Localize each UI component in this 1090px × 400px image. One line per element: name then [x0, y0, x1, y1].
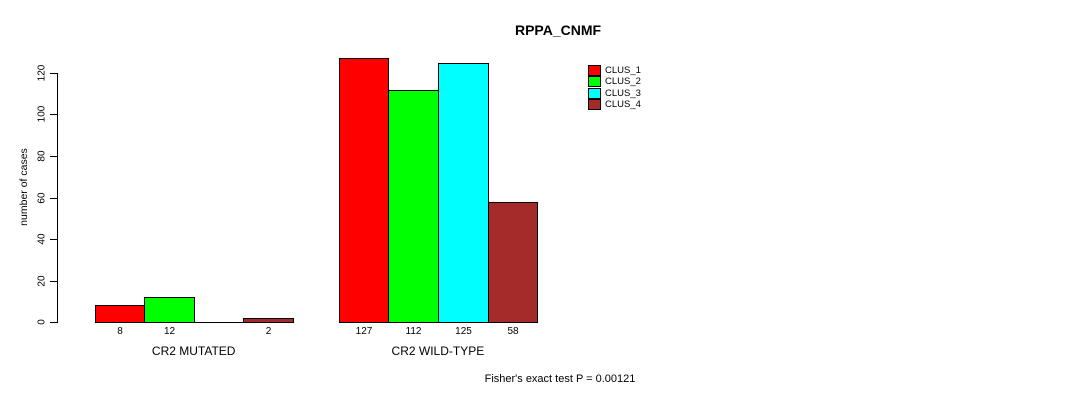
- bar-clus-3-cr2-wild-type: [438, 63, 489, 323]
- bar-value-label: 8: [117, 326, 123, 337]
- bar-value-label: 112: [405, 326, 422, 337]
- bar-clus-1-cr2-wild-type: [339, 58, 389, 323]
- legend-label: CLUS_1: [605, 65, 641, 77]
- bar-clus-4-cr2-mutated: [243, 318, 294, 323]
- legend-item-clus-4: CLUS_4: [588, 99, 641, 111]
- y-axis-tick: [50, 239, 58, 240]
- y-axis-tick-label: 20: [36, 275, 48, 287]
- bar-clus-2-cr2-wild-type: [388, 90, 439, 323]
- bar-clus-3-cr2-mutated: [194, 322, 244, 323]
- y-axis-tick: [50, 114, 58, 115]
- footnote-text: Fisher's exact test P = 0.00121: [484, 373, 636, 385]
- legend: CLUS_1 CLUS_2 CLUS_3 CLUS_4: [588, 65, 641, 111]
- legend-item-clus-1: CLUS_1: [588, 65, 641, 77]
- bar-clus-1-cr2-mutated: [95, 305, 145, 323]
- bar-value-label: 127: [355, 326, 373, 337]
- bar-value-label: 125: [455, 326, 472, 337]
- y-axis-tick-label: 120: [36, 64, 48, 82]
- legend-swatch-clus-4: [588, 99, 601, 111]
- y-axis-tick-label: 40: [36, 233, 48, 245]
- legend-item-clus-2: CLUS_2: [588, 76, 641, 88]
- legend-swatch-clus-1: [588, 65, 601, 77]
- y-axis-tick: [50, 322, 58, 323]
- bar-value-label: 12: [163, 326, 176, 337]
- y-axis-tick: [50, 156, 58, 157]
- y-axis-tick: [50, 281, 58, 282]
- bar-value-label: 58: [507, 326, 519, 337]
- bar-value-label: 2: [265, 326, 272, 337]
- legend-swatch-clus-3: [588, 87, 601, 99]
- legend-label: CLUS_3: [605, 87, 641, 99]
- y-axis-tick-label: 0: [36, 319, 48, 325]
- legend-label: CLUS_2: [605, 76, 641, 88]
- legend-label: CLUS_4: [605, 99, 641, 111]
- y-axis-tick-label: 80: [36, 150, 48, 162]
- y-axis-tick-label: 100: [36, 105, 48, 123]
- x-category-label-cr2-wild-type: CR2 WILD-TYPE: [391, 344, 485, 358]
- y-axis-tick-label: 60: [36, 192, 48, 204]
- y-axis-tick: [50, 73, 58, 74]
- y-axis-label: number of cases: [18, 148, 30, 226]
- legend-swatch-clus-2: [588, 76, 601, 88]
- y-axis-tick: [50, 198, 58, 199]
- chart-title: RPPA_CNMF: [514, 22, 602, 38]
- bar-clus-2-cr2-mutated: [144, 297, 195, 323]
- x-category-label-cr2-mutated: CR2 MUTATED: [151, 344, 236, 358]
- bar-clus-4-cr2-wild-type: [488, 202, 538, 323]
- legend-item-clus-3: CLUS_3: [588, 87, 641, 99]
